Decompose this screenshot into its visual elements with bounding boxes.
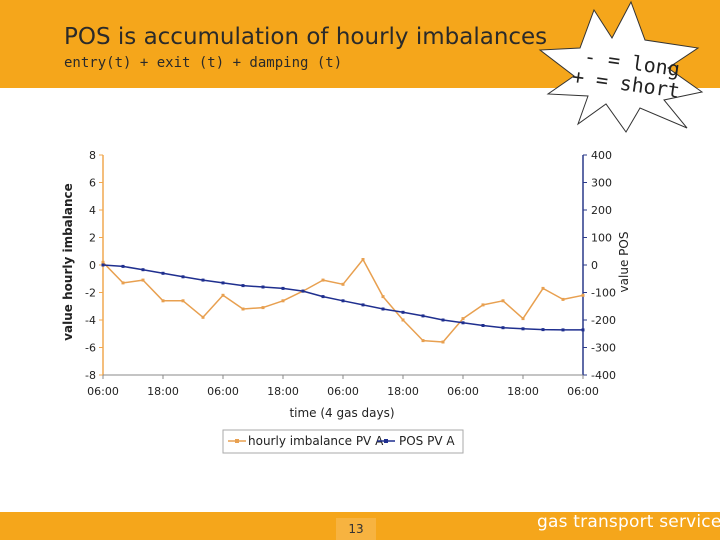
series-pos-point — [561, 328, 565, 332]
series-imbalance-point — [421, 339, 425, 343]
series-pos-point — [101, 263, 105, 267]
x-tick-label: 06:00 — [567, 385, 599, 398]
y2-tick-label: -300 — [591, 342, 616, 355]
x-tick-label: 06:00 — [327, 385, 359, 398]
legend-label-imbalance: hourly imbalance PV A — [248, 434, 384, 448]
series-imbalance-point — [401, 318, 405, 322]
page-number: 13 — [336, 518, 376, 540]
series-imbalance-point — [141, 278, 145, 282]
y2-axis-label: value POS — [617, 232, 631, 293]
y-tick-label: -2 — [85, 287, 96, 300]
series-pos-point — [261, 285, 265, 289]
y-tick-label: -4 — [85, 314, 96, 327]
y-tick-label: 8 — [89, 149, 96, 162]
y2-tick-label: -200 — [591, 314, 616, 327]
brand-logo-text: gas transport services — [537, 512, 720, 532]
series-imbalance-point — [461, 317, 465, 321]
y2-tick-label: 400 — [591, 149, 612, 162]
x-tick-label: 06:00 — [207, 385, 239, 398]
series-pos-point — [181, 275, 185, 279]
x-tick-label: 18:00 — [507, 385, 539, 398]
y-axis-label: value hourly imbalance — [61, 183, 75, 341]
x-tick-label: 06:00 — [87, 385, 119, 398]
legend-marker-pos — [384, 439, 388, 443]
y2-tick-label: -400 — [591, 369, 616, 382]
slide-title: POS is accumulation of hourly imbalances — [64, 24, 548, 50]
series-pos-point — [401, 310, 405, 314]
callout-burst — [538, 0, 704, 133]
y-tick-label: 6 — [89, 177, 96, 190]
series-pos-point — [541, 328, 545, 332]
series-imbalance-point — [541, 286, 545, 290]
series-pos-point — [201, 278, 205, 282]
series-imbalance-point — [121, 281, 125, 285]
legend-label-pos: POS PV A — [399, 434, 455, 448]
y2-tick-label: -100 — [591, 287, 616, 300]
series-pos-point — [241, 284, 245, 288]
series-imbalance-point — [501, 299, 505, 303]
series-imbalance-point — [321, 278, 325, 282]
series-pos-point — [441, 318, 445, 322]
y-tick-label: -8 — [85, 369, 96, 382]
y2-tick-label: 100 — [591, 232, 612, 245]
series-imbalance-point — [561, 297, 565, 301]
series-imbalance-point — [441, 340, 445, 344]
series-imbalance-point — [261, 306, 265, 310]
y2-tick-label: 300 — [591, 177, 612, 190]
series-pos-point — [501, 326, 505, 330]
series-imbalance-point — [101, 260, 105, 264]
series-imbalance-point — [361, 258, 365, 261]
imbalance-chart: 8 6 4 2 0 -2 -4 -6 -8 400 300 200 100 0 -100 -200 -300 -4… — [61, 149, 631, 454]
series-pos-point — [281, 286, 285, 290]
y-tick-label: 2 — [89, 232, 96, 245]
y2-tick-label: 200 — [591, 204, 612, 217]
legend-marker-imbalance — [235, 439, 239, 443]
series-imbalance-point — [161, 299, 165, 303]
series-pos-point — [141, 268, 145, 272]
series-imbalance-point — [241, 307, 245, 311]
series-pos-point — [361, 303, 365, 307]
series-pos-point — [221, 281, 225, 285]
legend-box — [222, 429, 464, 454]
series-imbalance-point — [521, 317, 525, 321]
series-pos-point — [461, 321, 465, 325]
callout-burst-shape — [538, 0, 704, 133]
series-imbalance-point — [581, 293, 585, 297]
x-tick-label: 06:00 — [447, 385, 479, 398]
series-pos-point — [481, 324, 485, 327]
y-tick-label: -6 — [85, 342, 96, 355]
x-tick-label: 18:00 — [267, 385, 299, 398]
series-imbalance-point — [381, 295, 385, 299]
series-pos-point — [161, 271, 165, 275]
series-pos-point — [321, 295, 325, 299]
legend: hourly imbalance PV A POS PV A — [222, 429, 464, 454]
y-tick-label: 0 — [89, 259, 96, 272]
slide-subtitle: entry(t) + exit (t) + damping (t) — [64, 55, 343, 71]
series-pos-point — [521, 327, 525, 331]
series-pos-point — [421, 314, 425, 318]
series-pos-point — [301, 289, 305, 293]
series-pos-line — [102, 264, 583, 331]
series-imbalance-point — [201, 315, 205, 319]
series-pos-point — [341, 299, 345, 303]
series-imbalance-point — [221, 293, 225, 297]
y-tick-label: 4 — [89, 204, 96, 217]
y2-tick-label: 0 — [591, 259, 598, 272]
series-imbalance-point — [481, 303, 485, 307]
x-axis-label: time (4 gas days) — [289, 406, 394, 420]
series-imbalance-point — [341, 282, 345, 286]
series-pos-point — [581, 328, 585, 332]
x-tick-label: 18:00 — [147, 385, 179, 398]
series-imbalance-point — [281, 299, 285, 303]
series-pos-point — [381, 307, 385, 311]
series-pos-point — [121, 264, 125, 268]
x-tick-label: 18:00 — [387, 385, 419, 398]
series-imbalance-point — [181, 299, 185, 303]
